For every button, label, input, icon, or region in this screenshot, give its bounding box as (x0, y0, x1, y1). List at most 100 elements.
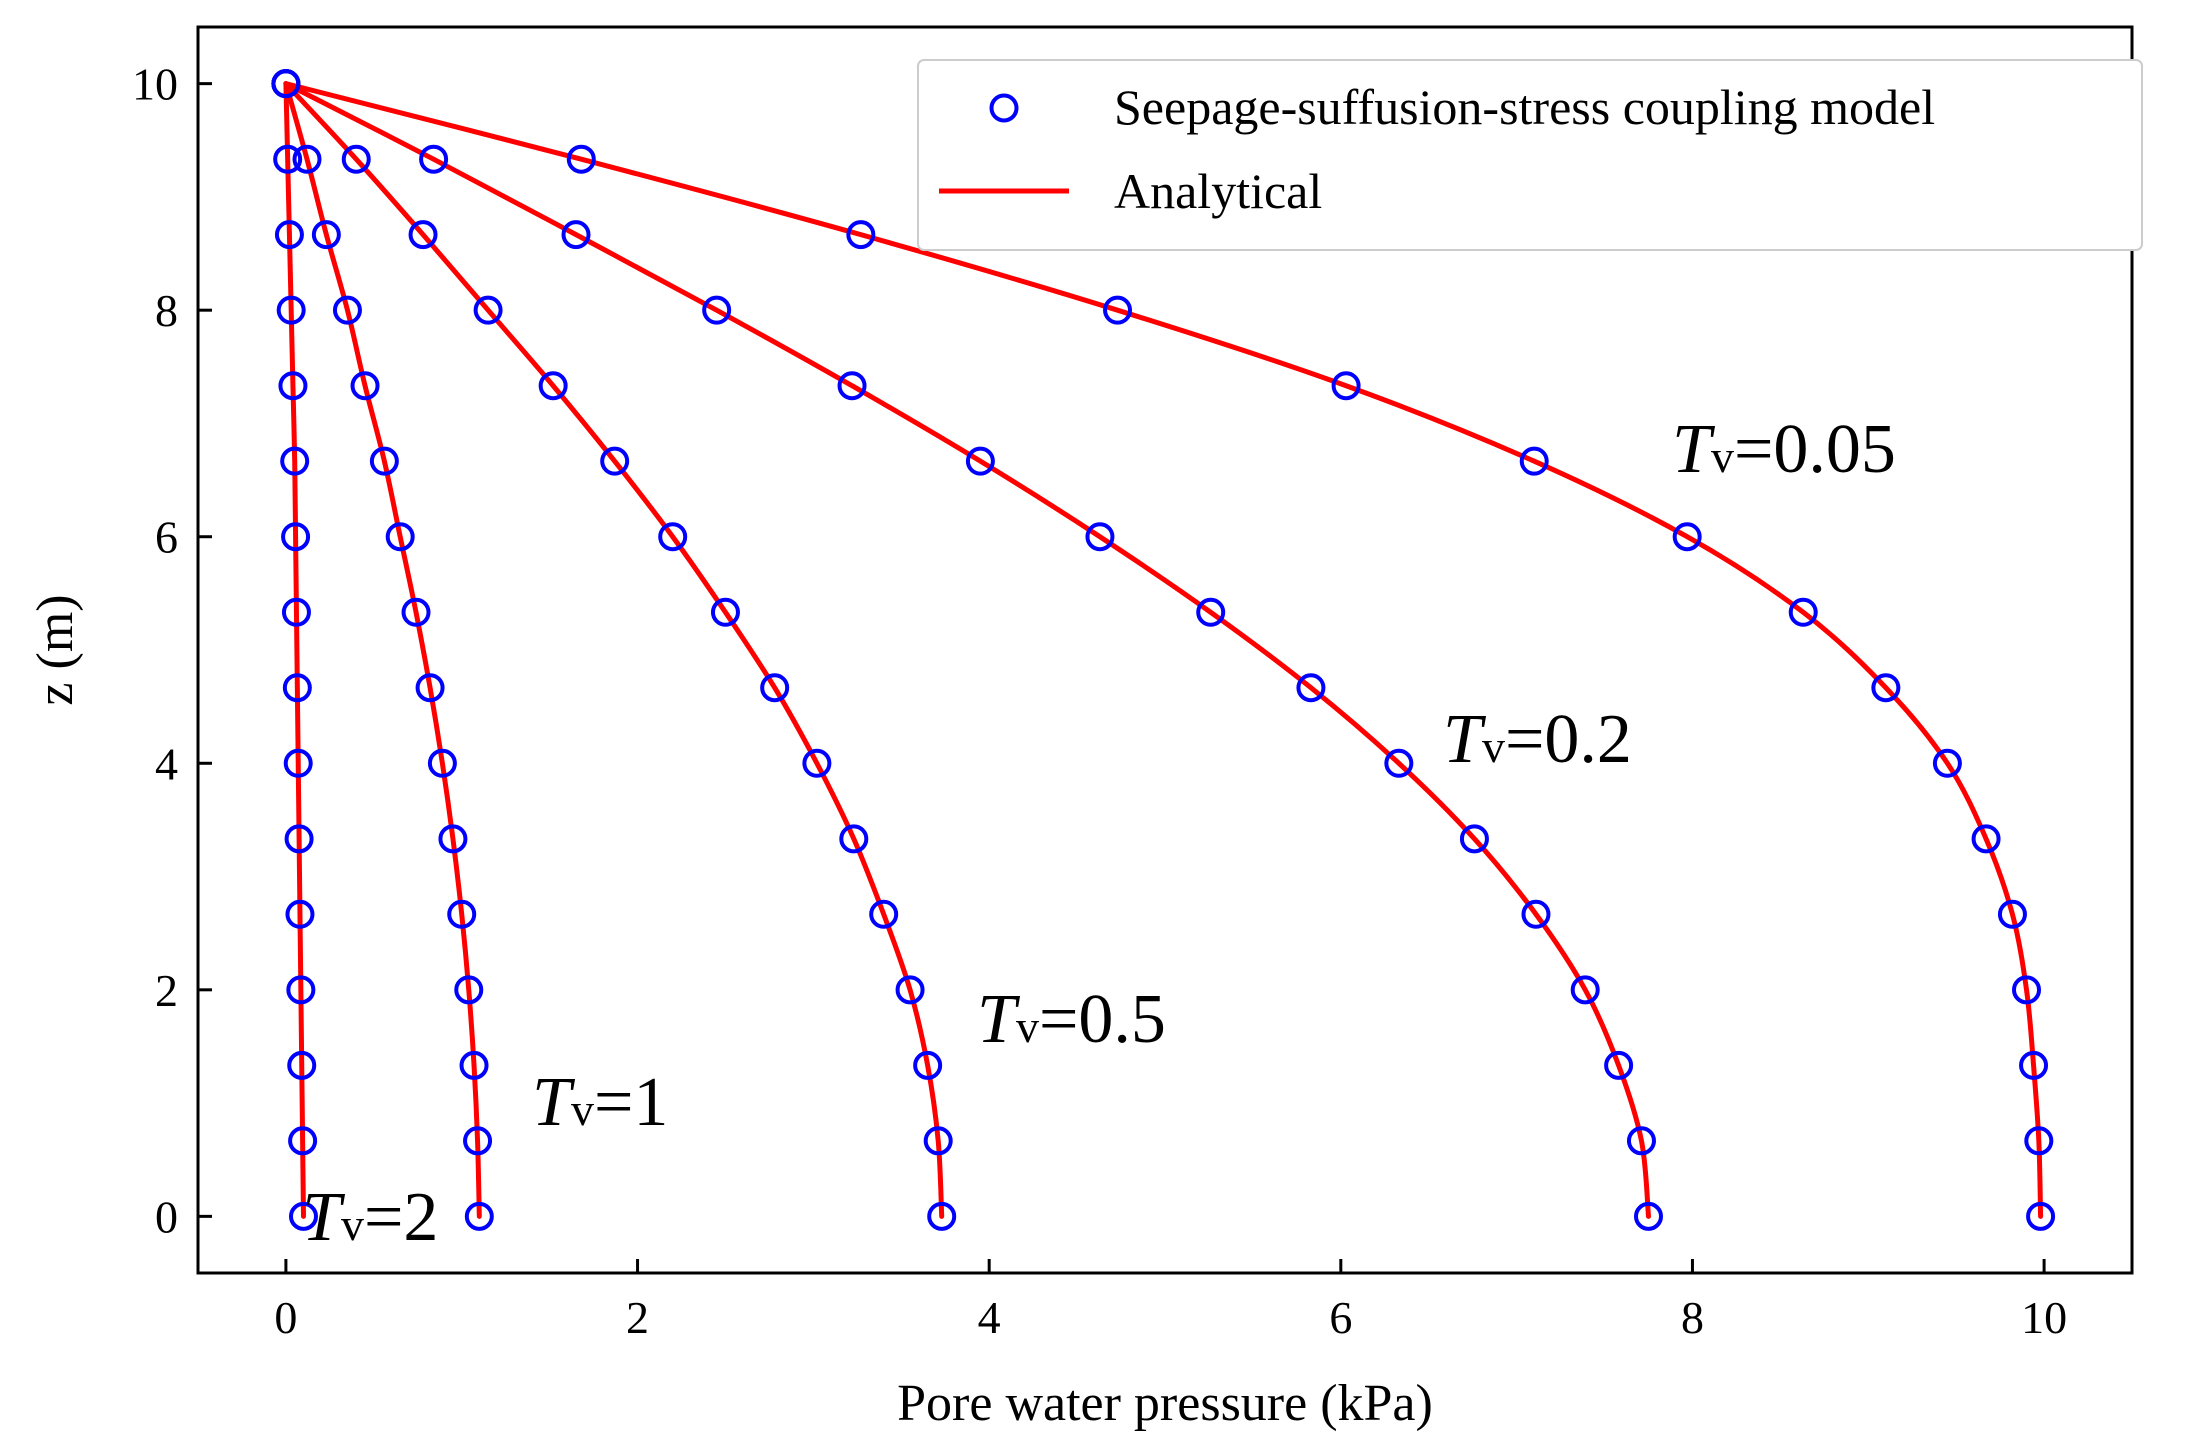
curve-label-subscript: v (341, 1199, 364, 1250)
model-data-point (710, 597, 740, 627)
model-data-point (282, 673, 312, 703)
model-data-point (287, 1050, 317, 1080)
x-tick-label: 8 (1681, 1292, 1704, 1343)
model-data-point (1296, 673, 1326, 703)
y-tick-label: 0 (155, 1191, 178, 1242)
curve-label-subscript: v (1016, 1001, 1039, 1052)
model-data-point (1971, 824, 2001, 854)
curve-label-symbol: T (1672, 411, 1716, 488)
y-tick-label: 4 (155, 738, 178, 789)
curve-label-2: Tv=0.5 (977, 981, 1166, 1058)
model-data-point (311, 220, 341, 250)
model-data-point (846, 220, 876, 250)
model-data-point (1932, 748, 1962, 778)
model-data-point (473, 295, 503, 325)
y-axis-label: z (m) (27, 594, 84, 705)
model-data-point (1519, 446, 1549, 476)
model-data-point (459, 1050, 489, 1080)
y-tick-label: 2 (155, 965, 178, 1016)
model-markers (271, 69, 2056, 1231)
model-data-point (284, 824, 314, 854)
model-data-point (760, 673, 790, 703)
model-data-point (385, 522, 415, 552)
model-data-point (1085, 522, 1115, 552)
model-data-point (273, 144, 303, 174)
curve-label-subscript: v (571, 1084, 594, 1135)
curve-label-symbol: T (532, 1064, 576, 1141)
model-data-point (438, 824, 468, 854)
model-data-point (274, 220, 304, 250)
model-data-point (278, 371, 308, 401)
model-data-point (1196, 597, 1226, 627)
model-data-point (913, 1050, 943, 1080)
legend: Seepage-suffusion-stress coupling model … (917, 59, 2143, 251)
model-data-point (276, 295, 306, 325)
model-data-point (1521, 899, 1551, 929)
model-data-point (401, 597, 431, 627)
analytical-curve-3 (283, 81, 482, 1219)
model-data-point (464, 1201, 494, 1231)
analytical-curve-2 (283, 81, 945, 1219)
legend-label-analytical: Analytical (1114, 163, 1322, 219)
model-data-point (2024, 1126, 2054, 1156)
model-data-point (1459, 824, 1489, 854)
model-data-point (839, 824, 869, 854)
model-data-point (419, 144, 449, 174)
model-data-point (802, 748, 832, 778)
model-data-point (341, 144, 371, 174)
x-axis-label: Pore water pressure (kPa) (897, 1375, 1433, 1432)
y-tick-label: 8 (155, 285, 178, 336)
curve-label-value: =1 (594, 1064, 668, 1141)
x-axis-ticks: 0 2 4 6 8 10 (274, 1259, 2067, 1343)
analytical-curve-1 (283, 81, 1651, 1219)
model-data-point (271, 69, 301, 99)
model-data-point (427, 748, 457, 778)
curve-label-1: Tv=0.2 (1443, 701, 1632, 778)
model-data-point (837, 371, 867, 401)
model-data-point (286, 975, 316, 1005)
model-data-point (2026, 1201, 2056, 1231)
model-data-point (2019, 1050, 2049, 1080)
curve-label-value: =2 (364, 1179, 438, 1256)
x-tick-label: 6 (1329, 1292, 1352, 1343)
model-data-point (1672, 522, 1702, 552)
y-axis-ticks: 0 2 4 6 8 10 (132, 59, 212, 1242)
model-data-point (281, 597, 311, 627)
model-data-point (1570, 975, 1600, 1005)
curve-label-symbol: T (977, 981, 1021, 1058)
curve-label-subscript: v (1711, 431, 1734, 482)
y-tick-label: 10 (132, 59, 178, 110)
model-data-point (292, 144, 322, 174)
analytical-curve-4 (283, 81, 306, 1219)
model-data-point (280, 446, 310, 476)
model-data-point (566, 144, 596, 174)
model-data-point (463, 1126, 493, 1156)
plot-frame (196, 25, 2134, 1275)
curve-label-symbol: T (302, 1179, 346, 1256)
model-data-point (965, 446, 995, 476)
model-data-point (408, 220, 438, 250)
model-data-point (283, 748, 313, 778)
model-data-point (869, 899, 899, 929)
curve-label-value: =0.5 (1039, 981, 1166, 1058)
model-data-point (1331, 371, 1361, 401)
x-tick-label: 4 (978, 1292, 1001, 1343)
curve-label-subscript: v (1482, 721, 1505, 772)
curve-label-value: =0.2 (1505, 701, 1632, 778)
model-data-point (1634, 1201, 1663, 1231)
curve-label-4: Tv=2 (302, 1179, 438, 1256)
model-data-point (538, 371, 568, 401)
model-data-point (927, 1201, 957, 1231)
model-data-point (1103, 295, 1133, 325)
model-data-point (454, 975, 484, 1005)
y-tick-label: 6 (155, 512, 178, 563)
model-data-point (288, 1201, 318, 1231)
model-data-point (561, 220, 591, 250)
curve-label-symbol: T (1443, 701, 1487, 778)
legend-label-model: Seepage-suffusion-stress coupling model (1114, 79, 1935, 135)
model-data-point (447, 899, 477, 929)
model-data-point (702, 295, 732, 325)
model-data-point (1997, 899, 2027, 929)
x-tick-label: 2 (626, 1292, 649, 1343)
